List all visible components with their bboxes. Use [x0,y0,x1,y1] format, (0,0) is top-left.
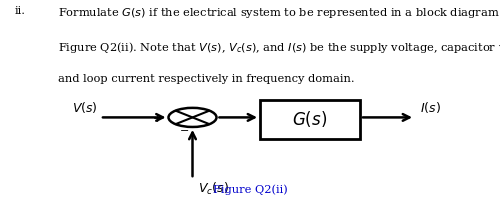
Text: $V_c(s)$: $V_c(s)$ [198,181,228,197]
Text: $G(s)$: $G(s)$ [292,109,328,129]
Text: ii.: ii. [15,6,26,16]
Text: $V(s)$: $V(s)$ [72,100,98,115]
Text: Figure Q2(ii). Note that $V(s)$, $V_c(s)$, and $I(s)$ be the supply voltage, cap: Figure Q2(ii). Note that $V(s)$, $V_c(s)… [58,40,500,55]
Text: Formulate $G(s)$ if the electrical system to be represented in a block diagram s: Formulate $G(s)$ if the electrical syste… [58,6,500,20]
Text: $I(s)$: $I(s)$ [420,100,441,115]
Text: and loop current respectively in frequency domain.: and loop current respectively in frequen… [58,74,354,84]
Text: −: − [180,126,190,136]
Text: Figure Q2(ii): Figure Q2(ii) [212,184,288,195]
Text: +: + [153,114,162,124]
FancyBboxPatch shape [260,100,360,139]
